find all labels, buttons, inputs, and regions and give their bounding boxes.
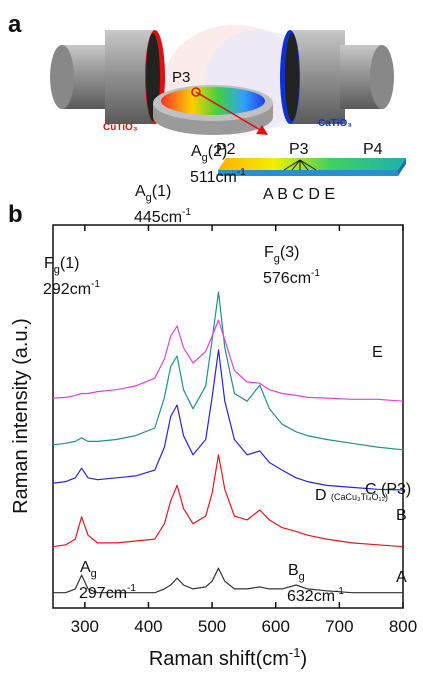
peak-wavenumber: -1 bbox=[335, 586, 344, 597]
peak-label: g bbox=[91, 568, 97, 580]
peak-label: Ag(2) bbox=[191, 143, 227, 164]
spectrum bbox=[52, 319, 404, 402]
peak-label: Bg bbox=[288, 562, 305, 583]
peak-label: g bbox=[274, 253, 280, 265]
peak-wavenumber: 576cm-1 bbox=[263, 268, 320, 287]
spectrum bbox=[53, 567, 403, 594]
peak-label: g bbox=[146, 192, 152, 204]
peak-wavenumber: 445cm-1 bbox=[134, 207, 191, 226]
strip bbox=[218, 158, 406, 176]
strip-point: P2 bbox=[216, 141, 236, 158]
peak-label: g bbox=[299, 571, 305, 583]
peak-label: (1) bbox=[60, 255, 80, 272]
peak-wavenumber: 511cm bbox=[190, 169, 237, 186]
peak-wavenumber: -1 bbox=[311, 268, 320, 279]
peak-wavenumber: 292cm-1 bbox=[43, 279, 100, 298]
strip-point: P4 bbox=[363, 141, 383, 158]
peak-wavenumber: 511cm-1 bbox=[190, 167, 246, 186]
substrate-disk bbox=[153, 85, 273, 135]
x-axis-label: Raman shift(cm bbox=[149, 648, 289, 670]
peak-label: g bbox=[202, 152, 208, 164]
peak-wavenumber: 576cm bbox=[263, 270, 311, 287]
target-label: CuTiO₃ bbox=[103, 122, 138, 133]
series-note: (CaCu₃Ti₄O₁₂) bbox=[331, 492, 388, 502]
peak-label: A bbox=[80, 559, 91, 576]
series-label: E bbox=[372, 344, 383, 361]
spectrum bbox=[52, 349, 404, 491]
strip-positions: A B C D E bbox=[263, 186, 335, 203]
x-tick-label: 400 bbox=[134, 617, 162, 636]
peak-label: F bbox=[44, 255, 54, 272]
peak-label: Ag bbox=[80, 559, 97, 580]
x-tick-label: 700 bbox=[325, 617, 353, 636]
peak-wavenumber: 632cm bbox=[287, 588, 335, 605]
peak-label: (3) bbox=[280, 244, 300, 261]
peak-label: Ag(1) bbox=[135, 183, 171, 204]
x-axis-label: Raman shift(cm-1) bbox=[149, 645, 307, 670]
peak-label: B bbox=[288, 562, 299, 579]
spectrum bbox=[52, 291, 404, 451]
plot: 300 400 500 600 700 800 A B C (P3) D (CaCu₃Ti₄O₁₂)… bbox=[43, 143, 417, 636]
series-label: C (P3) bbox=[365, 481, 411, 498]
peak-wavenumber: 297cm-1 bbox=[79, 583, 136, 602]
y-axis-label: Raman intensity (a.u.) bbox=[10, 318, 32, 514]
x-tick-label: 500 bbox=[198, 617, 226, 636]
left-target bbox=[50, 30, 165, 124]
peak-wavenumber: 292cm bbox=[43, 281, 91, 298]
peak-label: A bbox=[135, 183, 146, 200]
peak-label: Fg(3) bbox=[264, 244, 299, 265]
peak-wavenumber: 445cm bbox=[134, 209, 182, 226]
x-tick-label: 800 bbox=[389, 617, 417, 636]
peak-label: (2) bbox=[208, 143, 228, 160]
peak-wavenumber: -1 bbox=[91, 279, 100, 290]
peak-label: F bbox=[264, 244, 274, 261]
peak-wavenumber: -1 bbox=[127, 583, 136, 594]
panel-label: b bbox=[8, 201, 23, 228]
peak-label: A bbox=[191, 143, 202, 160]
peak-label: (1) bbox=[152, 183, 172, 200]
spectrum bbox=[52, 454, 404, 548]
peak-label: g bbox=[54, 264, 60, 276]
x-tick-label: 600 bbox=[262, 617, 290, 636]
strip-point: P3 bbox=[289, 141, 309, 158]
peak-wavenumber: 297cm bbox=[79, 585, 127, 602]
right-target bbox=[280, 30, 394, 124]
target-label: CaTiO₃ bbox=[318, 118, 352, 129]
panel-label: a bbox=[8, 11, 22, 38]
series-label: B bbox=[396, 507, 407, 524]
peak-wavenumber: 632cm-1 bbox=[287, 586, 344, 605]
x-tick-label: 300 bbox=[71, 617, 99, 636]
plot-frame bbox=[52, 224, 404, 609]
series-label: D bbox=[315, 487, 327, 504]
series-label: A bbox=[396, 569, 407, 586]
disk-point: P3 bbox=[172, 69, 190, 86]
x-axis-label: ) bbox=[300, 648, 307, 670]
peak-wavenumber: -1 bbox=[237, 167, 246, 178]
x-axis-label: -1 bbox=[289, 645, 301, 660]
peak-wavenumber: -1 bbox=[182, 207, 191, 218]
peak-label: Fg(1) bbox=[44, 255, 79, 276]
